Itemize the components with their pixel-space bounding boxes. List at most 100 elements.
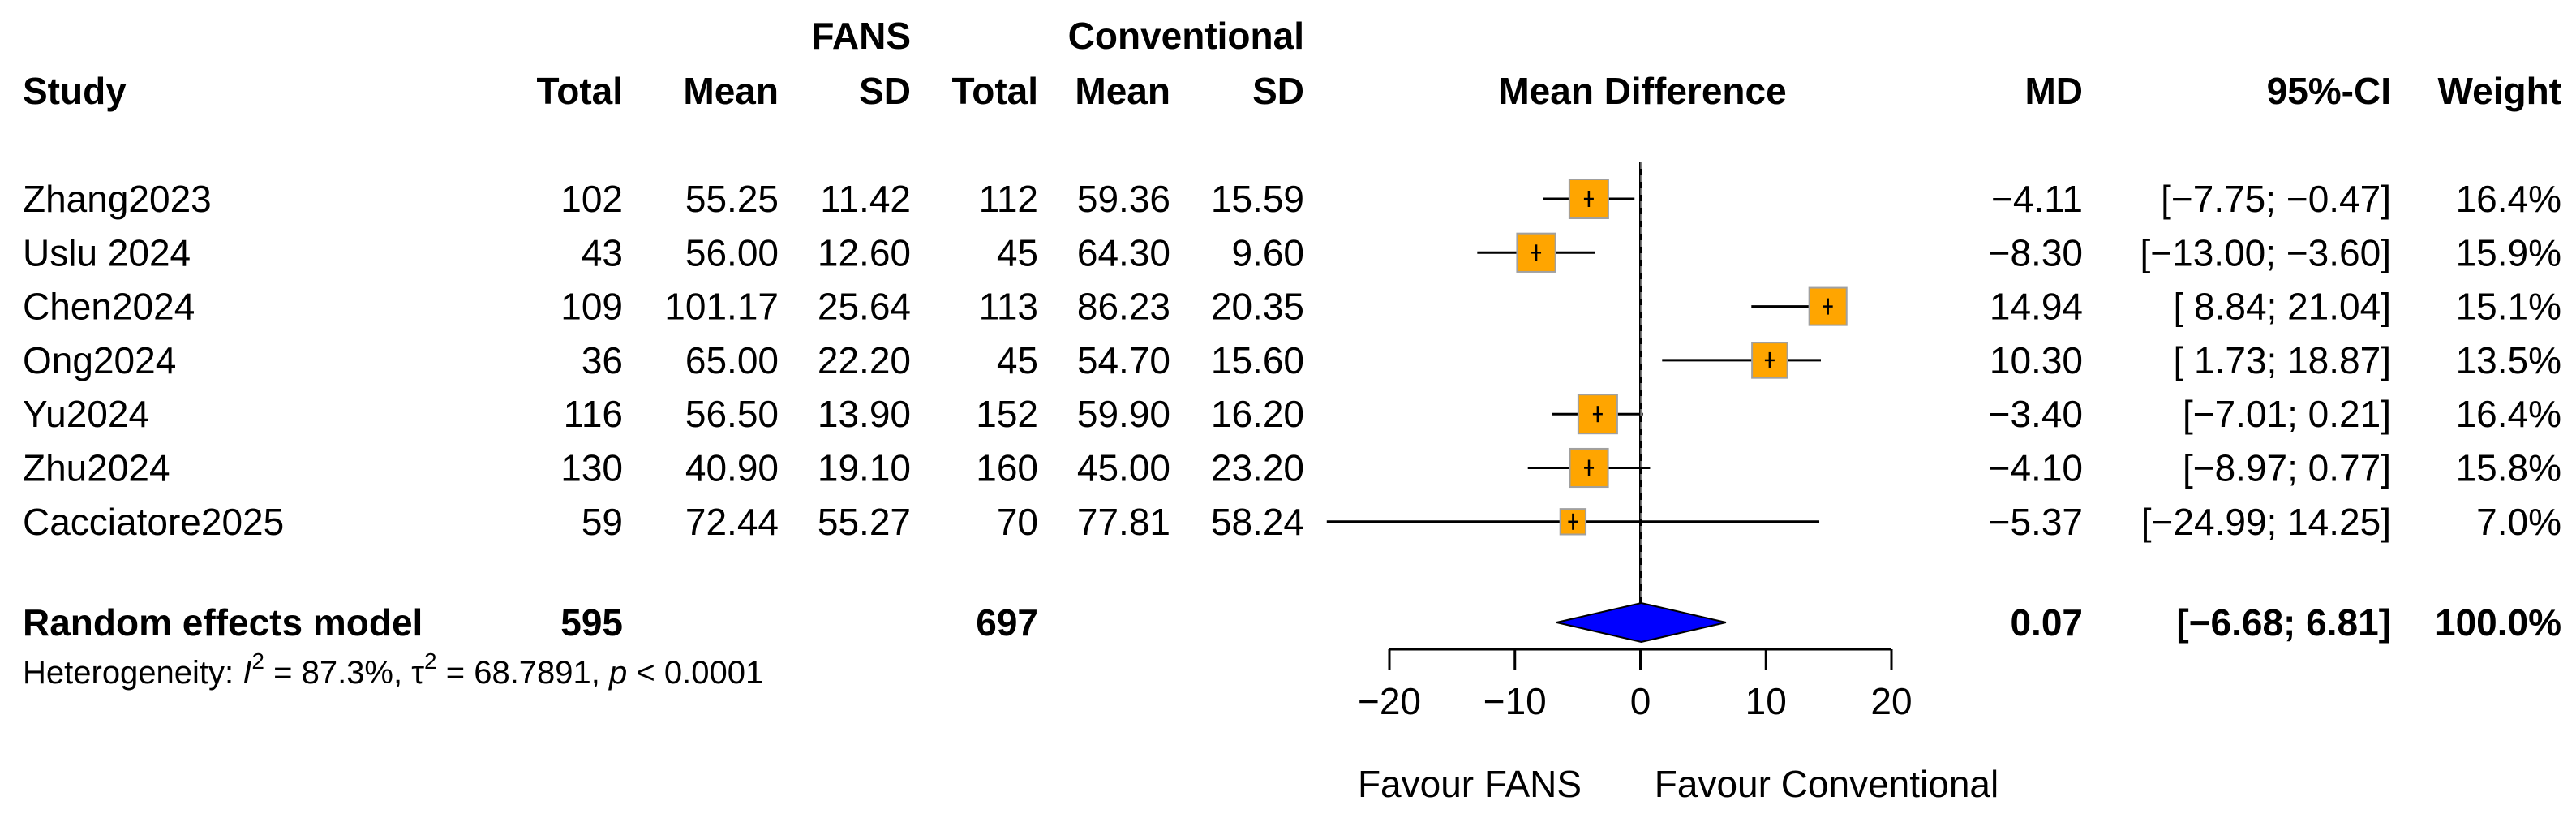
study-md: −5.37 [1989, 501, 2083, 543]
header-study: Study [23, 70, 127, 112]
study-ci: [−7.75; −0.47] [2161, 178, 2391, 220]
pooled-diamond [1556, 601, 1727, 644]
study-exp-total: 36 [582, 339, 623, 381]
study-weight: 15.8% [2456, 447, 2561, 489]
study-ctl-mean: 59.36 [1077, 178, 1170, 220]
study-name: Uslu 2024 [23, 231, 191, 273]
study-ci: [−13.00; −3.60] [2140, 231, 2392, 273]
study-exp-sd: 13.90 [818, 393, 911, 435]
study-name: Zhu2024 [23, 447, 170, 489]
x-tick-label: 0 [1630, 680, 1651, 722]
study-ci: [−7.01; 0.21] [2183, 393, 2391, 435]
header-weight: Weight [2438, 70, 2561, 112]
x-tick-label: −10 [1483, 680, 1547, 722]
heterogeneity-stats: Heterogeneity: I2 = 87.3%, τ2 = 68.7891,… [23, 648, 763, 691]
study-exp-mean: 55.25 [685, 178, 779, 220]
study-row: Ong2024 36 65.00 22.20 45 54.70 15.60 10.30 [ 1.… [23, 339, 2561, 381]
pooled-exp-total: 595 [560, 601, 623, 644]
favour-left-label: Favour FANS [1358, 763, 1582, 805]
study-exp-mean: 65.00 [685, 339, 779, 381]
study-name: Cacciatore2025 [23, 501, 284, 543]
header-exp-sd: SD [859, 70, 911, 112]
header-ctl-sd: SD [1252, 70, 1304, 112]
study-md: −4.11 [1991, 178, 2083, 220]
study-exp-mean: 101.17 [664, 286, 779, 328]
study-weight: 7.0% [2476, 501, 2561, 543]
study-exp-total: 102 [560, 178, 623, 220]
x-axis: −20 −10 0 10 20 [1358, 648, 1913, 722]
study-ctl-sd: 15.59 [1211, 178, 1304, 220]
study-exp-total: 130 [560, 447, 623, 489]
study-ci: [−8.97; 0.77] [2183, 447, 2391, 489]
exp-group-label: FANS [811, 15, 911, 57]
study-exp-sd: 25.64 [818, 286, 911, 328]
study-exp-sd: 11.42 [820, 178, 911, 220]
study-weight: 16.4% [2456, 178, 2561, 220]
study-md: −8.30 [1989, 231, 2083, 273]
study-rows: Zhang2023 102 55.25 11.42 112 59.36 15.59 −4.11… [23, 178, 2561, 543]
study-ctl-total: 45 [997, 339, 1038, 381]
study-row: Cacciatore2025 59 72.44 55.27 70 77.81 58.24 −5… [23, 501, 2561, 543]
study-weight: 15.1% [2456, 286, 2561, 328]
study-md: 10.30 [1990, 339, 2083, 381]
study-exp-sd: 12.60 [818, 231, 911, 273]
study-exp-total: 109 [560, 286, 623, 328]
x-tick-label: 20 [1870, 680, 1912, 722]
study-ctl-total: 112 [979, 178, 1038, 220]
study-exp-sd: 22.20 [818, 339, 911, 381]
header-ctl-total: Total [952, 70, 1038, 112]
study-name: Zhang2023 [23, 178, 212, 220]
study-exp-total: 59 [582, 501, 623, 543]
study-ctl-total: 113 [979, 286, 1038, 328]
study-weight: 15.9% [2456, 231, 2561, 273]
pooled-label: Random effects model [23, 601, 423, 644]
study-exp-sd: 55.27 [818, 501, 911, 543]
study-row: Zhang2023 102 55.25 11.42 112 59.36 15.59 −4.11… [23, 178, 2561, 220]
study-weight-square [1577, 394, 1618, 435]
study-row: Yu2024 116 56.50 13.90 152 59.90 16.20 −3.40 [−7… [23, 393, 2561, 435]
study-ctl-mean: 77.81 [1077, 501, 1170, 543]
study-ctl-total: 45 [997, 231, 1038, 273]
header-ctl-mean: Mean [1075, 70, 1170, 112]
header-exp-mean: Mean [683, 70, 779, 112]
study-ci: [−24.99; 14.25] [2141, 501, 2391, 543]
study-ctl-mean: 59.90 [1077, 393, 1170, 435]
x-tick-label: −20 [1358, 680, 1421, 722]
study-ctl-mean: 64.30 [1077, 231, 1170, 273]
study-ctl-sd: 16.20 [1211, 393, 1304, 435]
header-md: MD [2024, 70, 2083, 112]
study-ci: [ 8.84; 21.04] [2173, 286, 2391, 328]
pooled-md: 0.07 [2010, 601, 2083, 644]
study-ctl-sd: 23.20 [1211, 447, 1304, 489]
study-row: Chen2024 109 101.17 25.64 113 86.23 20.35 14.94… [23, 286, 2561, 328]
header-exp-total: Total [537, 70, 623, 112]
study-ctl-mean: 54.70 [1077, 339, 1170, 381]
study-ctl-sd: 15.60 [1211, 339, 1304, 381]
study-ctl-total: 70 [997, 501, 1038, 543]
study-exp-mean: 72.44 [685, 501, 779, 543]
study-md: −4.10 [1989, 447, 2083, 489]
study-name: Yu2024 [23, 393, 149, 435]
study-md: 14.94 [1990, 286, 2083, 328]
pooled-ci: [−6.68; 6.81] [2176, 601, 2391, 644]
study-weight: 16.4% [2456, 393, 2561, 435]
favour-right-label: Favour Conventional [1655, 763, 1999, 805]
study-exp-mean: 40.90 [685, 447, 779, 489]
study-exp-mean: 56.00 [685, 231, 779, 273]
study-row: Uslu 2024 43 56.00 12.60 45 64.30 9.60 −8.30 [−1… [23, 231, 2561, 273]
study-ci: [ 1.73; 18.87] [2173, 339, 2391, 381]
study-exp-total: 116 [564, 393, 623, 435]
study-exp-mean: 56.50 [685, 393, 779, 435]
study-md: −3.40 [1989, 393, 2083, 435]
study-exp-total: 43 [582, 231, 623, 273]
header-ci: 95%-CI [2267, 70, 2391, 112]
study-ctl-sd: 9.60 [1231, 231, 1304, 273]
study-name: Ong2024 [23, 339, 176, 381]
study-row: Zhu2024 130 40.90 19.10 160 45.00 23.20 −4.10 [−… [23, 447, 2561, 489]
study-ctl-total: 152 [976, 393, 1038, 435]
study-ctl-sd: 58.24 [1211, 501, 1304, 543]
x-tick-label: 10 [1745, 680, 1787, 722]
study-ctl-total: 160 [976, 447, 1038, 489]
study-weight: 13.5% [2456, 339, 2561, 381]
